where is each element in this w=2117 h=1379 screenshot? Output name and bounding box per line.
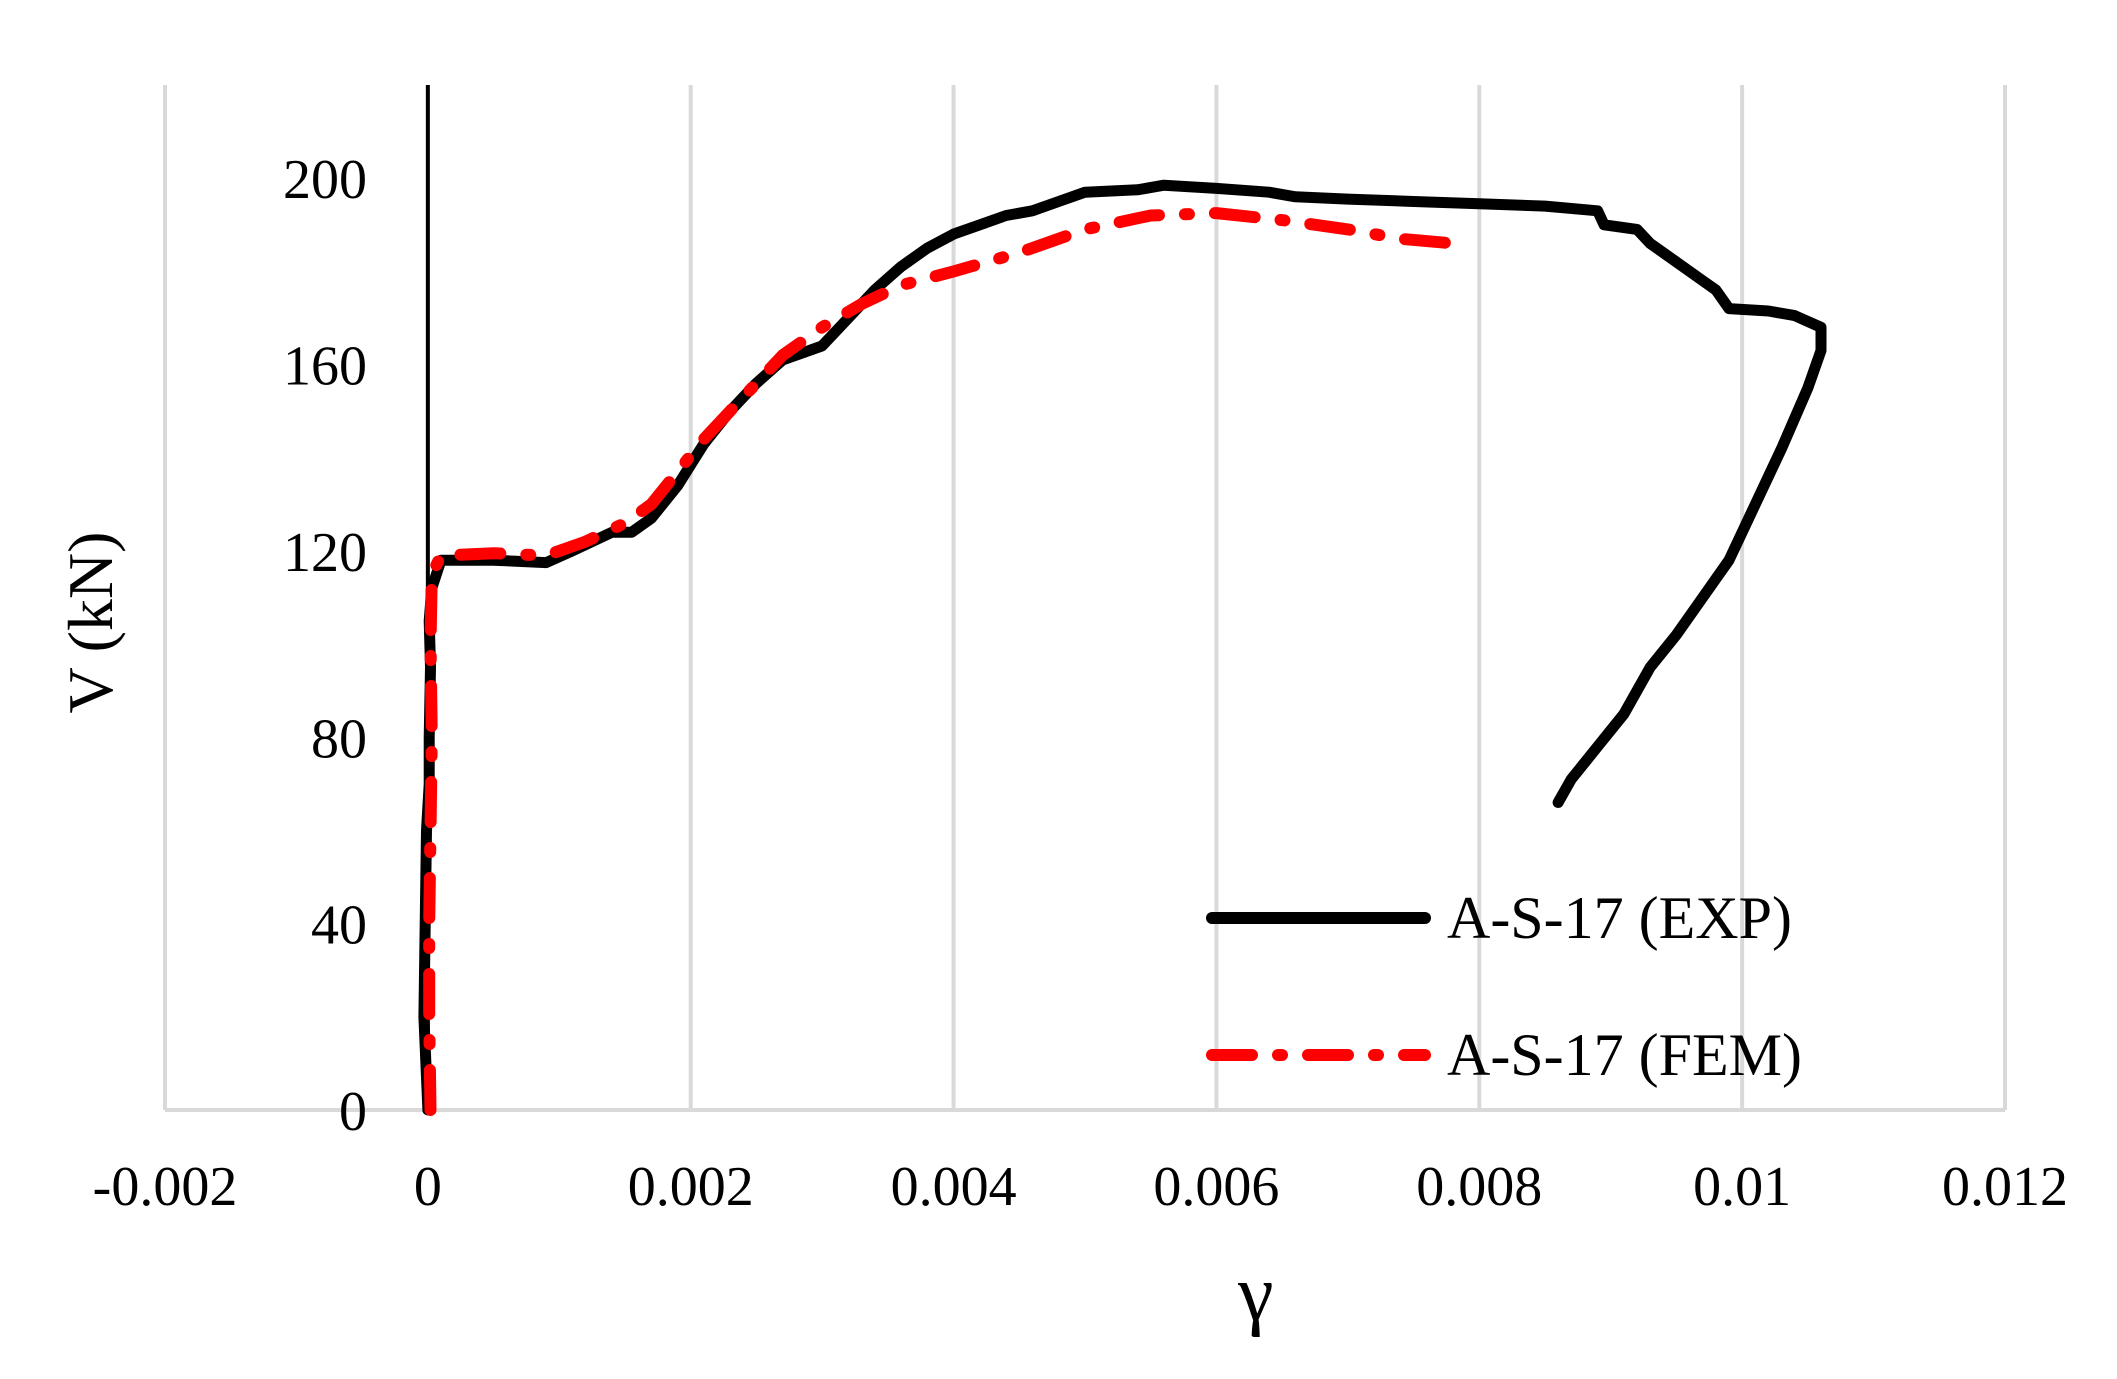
- y-tick-label: 160: [283, 336, 367, 398]
- series-line-exp: [418, 179, 1827, 1116]
- y-axis-title: V (kN): [55, 532, 126, 714]
- legend-label-fem: A-S-17 (FEM): [1447, 1022, 1802, 1088]
- x-tick-label: -0.002: [93, 1156, 238, 1218]
- y-tick-label: 80: [311, 708, 367, 770]
- x-tick-labels: -0.002 0 0.002 0.004 0.006 0.008 0.01 0.012: [93, 1156, 2068, 1218]
- y-tick-labels: 0 40 80 120 160 200: [283, 149, 367, 1143]
- y-tick-label: 0: [339, 1081, 367, 1143]
- gridlines: [163, 85, 2007, 1110]
- x-tick-label: 0: [414, 1156, 442, 1218]
- series-lines: [418, 179, 1827, 1116]
- x-tick-label: 0.006: [1153, 1156, 1279, 1218]
- x-tick-label: 0.008: [1416, 1156, 1542, 1218]
- x-tick-label: 0.002: [628, 1156, 754, 1218]
- series-line-fem: [423, 207, 1459, 1116]
- legend: A-S-17 (EXP) A-S-17 (FEM): [1206, 885, 1802, 1088]
- x-tick-label: 0.004: [891, 1156, 1017, 1218]
- y-tick-label: 120: [283, 522, 367, 584]
- y-tick-label: 200: [283, 149, 367, 211]
- legend-label-exp: A-S-17 (EXP): [1447, 885, 1792, 951]
- x-axis-title: γ: [1237, 1250, 1273, 1338]
- y-tick-label: 40: [311, 895, 367, 957]
- x-tick-label: 0.01: [1693, 1156, 1791, 1218]
- x-tick-label: 0.012: [1942, 1156, 2068, 1218]
